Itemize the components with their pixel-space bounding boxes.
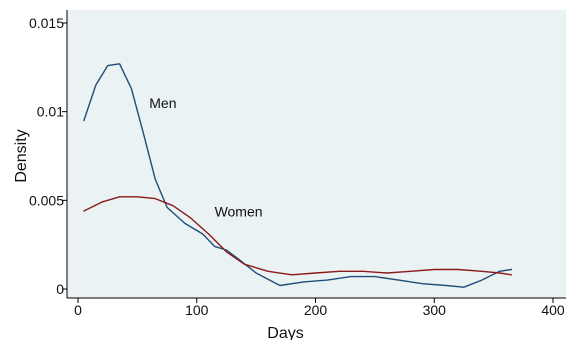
x-tick-label: 100	[185, 302, 209, 318]
data-point-men	[499, 271, 500, 272]
series-label-men: Men	[149, 95, 176, 111]
y-tick-label: 0.005	[29, 192, 64, 208]
data-point-men	[202, 233, 203, 234]
data-point-women	[83, 210, 84, 211]
y-axis-title: Density	[13, 129, 30, 182]
data-point-women	[101, 202, 102, 203]
data-point-women	[226, 251, 227, 252]
y-tick-label: 0.015	[29, 15, 64, 31]
series-line-women	[83, 196, 513, 276]
data-point-men	[95, 85, 96, 86]
data-point-men	[184, 223, 185, 224]
data-point-men	[167, 207, 168, 208]
data-point-women	[155, 198, 156, 199]
data-point-men	[422, 283, 423, 284]
data-point-men	[351, 276, 352, 277]
data-point-women	[499, 272, 500, 273]
y-tick-label: 0	[56, 281, 64, 297]
data-point-women	[339, 271, 340, 272]
data-point-men	[327, 280, 328, 281]
series-label-women: Women	[215, 203, 263, 219]
data-point-men	[107, 65, 108, 66]
data-point-women	[481, 271, 482, 272]
data-point-women	[457, 269, 458, 270]
data-point-men	[143, 132, 144, 133]
x-tick-label: 0	[74, 302, 82, 318]
data-point-women	[315, 272, 316, 273]
y-tick-label: 0.01	[37, 104, 64, 120]
x-axis: 0 100 200 300 400	[67, 297, 566, 318]
data-point-women	[291, 274, 292, 275]
data-point-men	[446, 285, 447, 286]
data-point-men	[511, 269, 512, 270]
x-tick-label: 200	[304, 302, 328, 318]
x-tick-label: 300	[423, 302, 447, 318]
x-tick-label: 400	[541, 302, 565, 318]
data-point-women	[386, 272, 387, 273]
data-point-men	[481, 280, 482, 281]
plot-area	[67, 10, 566, 298]
data-point-women	[190, 218, 191, 219]
data-point-men	[463, 287, 464, 288]
data-point-men	[303, 281, 304, 282]
data-point-women	[267, 271, 268, 272]
data-point-women	[511, 274, 512, 275]
data-point-men	[374, 276, 375, 277]
data-point-men	[131, 88, 132, 89]
data-point-men	[119, 63, 120, 64]
data-point-women	[410, 271, 411, 272]
data-point-men	[214, 246, 215, 247]
data-point-women	[137, 196, 138, 197]
data-point-men	[83, 120, 84, 121]
data-point-men	[155, 179, 156, 180]
data-point-women	[244, 264, 245, 265]
data-point-men	[398, 280, 399, 281]
data-point-women	[208, 233, 209, 234]
data-point-women	[119, 196, 120, 197]
data-point-women	[434, 269, 435, 270]
data-point-men	[279, 285, 280, 286]
series-men: Men	[83, 63, 513, 288]
x-axis-title: Days	[267, 325, 303, 340]
y-axis: 0 0.005 0.01 0.015	[29, 10, 68, 298]
data-point-women	[172, 205, 173, 206]
data-point-men	[256, 272, 257, 273]
series-women: Women	[83, 196, 513, 276]
series-line-men	[83, 63, 513, 288]
series-layer: Men Women	[83, 63, 513, 288]
data-point-women	[362, 271, 363, 272]
